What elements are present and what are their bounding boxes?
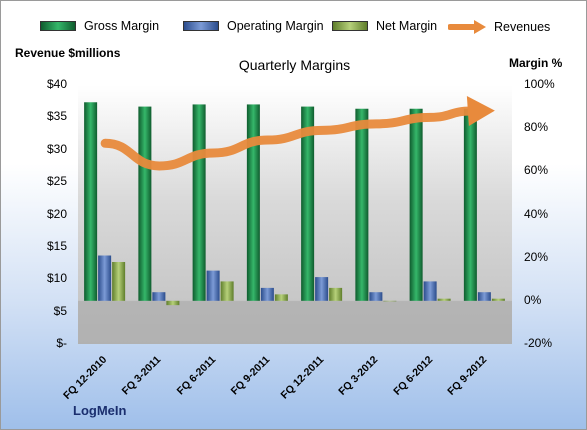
bar-operating-margin <box>152 292 166 301</box>
bar-gross-margin <box>301 106 315 301</box>
legend-swatch-net <box>332 21 368 31</box>
bar-gross-margin <box>246 104 260 301</box>
left-tick-label: $20 <box>46 206 67 221</box>
bar-net-margin <box>491 298 505 301</box>
bar-net-margin <box>329 287 343 301</box>
bar-operating-margin <box>369 292 383 301</box>
legend-revenues: Revenues <box>448 19 550 35</box>
bar-net-margin <box>274 294 288 301</box>
plot-floor <box>78 300 512 344</box>
right-tick-label: 100% <box>524 77 555 91</box>
bar-net-margin <box>220 281 234 301</box>
bar-net-margin <box>383 300 397 302</box>
right-tick-label: 80% <box>524 120 549 135</box>
legend-swatch-gross <box>40 21 76 31</box>
bar-operating-margin <box>477 292 491 301</box>
left-tick-label: $15 <box>46 238 67 253</box>
legend-net-margin: Net Margin <box>332 19 437 33</box>
left-tick-label: $- <box>56 336 67 350</box>
legend-label-operating: Operating Margin <box>227 19 324 33</box>
legend-label-net: Net Margin <box>376 19 438 33</box>
legend-gross-margin: Gross Margin <box>40 19 159 33</box>
right-tick-label: 60% <box>524 163 549 178</box>
bar-net-margin <box>166 300 180 306</box>
bar-operating-margin <box>206 270 220 301</box>
bar-gross-margin <box>84 102 98 301</box>
left-tick-label: $25 <box>46 174 67 189</box>
left-tick-label: $5 <box>53 303 67 318</box>
legend-swatch-operating <box>183 21 219 31</box>
company-label: LogMeIn <box>73 403 127 418</box>
legend-label-gross: Gross Margin <box>84 19 160 33</box>
revenues-line <box>100 106 476 171</box>
legend-operating-margin: Operating Margin <box>183 19 324 33</box>
bar-operating-margin <box>98 255 112 301</box>
legend-label-revenues: Revenues <box>494 20 551 34</box>
bar-net-margin <box>112 261 126 301</box>
bar-gross-margin <box>463 108 477 301</box>
right-tick-label: 0% <box>524 292 542 307</box>
bar-net-margin <box>437 298 451 301</box>
bar-operating-margin <box>423 281 437 301</box>
bar-operating-margin <box>260 287 274 301</box>
bar-operating-margin <box>315 277 329 301</box>
right-tick-label: -20% <box>524 336 553 350</box>
right-tick-label: 20% <box>524 249 549 264</box>
bar-gross-margin <box>192 104 206 301</box>
revenues-arrowhead <box>466 96 495 127</box>
legend-arrow-revenues <box>448 20 486 34</box>
bar-gross-margin <box>409 108 423 301</box>
bar-gross-margin <box>138 106 152 301</box>
left-tick-label: $40 <box>46 77 67 91</box>
right-tick-label: 40% <box>524 206 549 221</box>
left-tick-label: $30 <box>46 141 67 156</box>
left-tick-label: $35 <box>46 109 67 124</box>
right-axis-title: Margin % <box>509 56 563 70</box>
left-tick-label: $10 <box>46 271 67 286</box>
left-axis-title: Revenue $millions <box>15 46 121 60</box>
bar-gross-margin <box>355 108 369 301</box>
chart-title: Quarterly Margins <box>238 57 351 73</box>
